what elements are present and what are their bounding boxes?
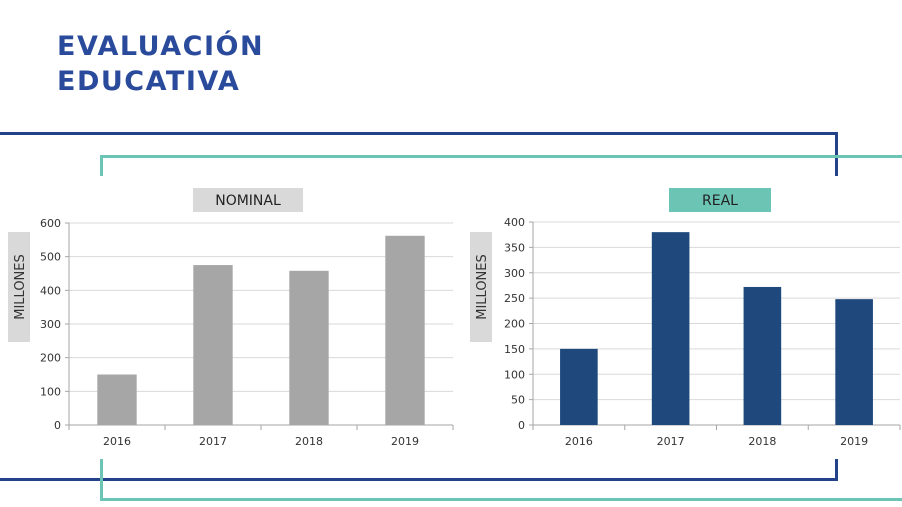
bar-2018 [743, 286, 782, 425]
x-tick-label: 2017 [199, 435, 227, 448]
y-axis-label: MILLONES [475, 254, 490, 320]
frame-teal-top-line [100, 155, 902, 158]
y-tick-label: 400 [40, 284, 61, 297]
y-tick-label: 50 [511, 394, 525, 407]
y-tick-label: 600 [40, 217, 61, 230]
x-tick-label: 2019 [840, 435, 868, 448]
frame-navy-bottom-line [0, 478, 838, 481]
bar-2016 [97, 374, 137, 425]
y-axis-label-box [470, 232, 492, 342]
chart-title: REAL [702, 193, 738, 209]
x-tick-label: 2016 [103, 435, 131, 448]
y-axis-label-box [8, 232, 30, 342]
nominal-title-box [193, 188, 303, 212]
bar-2019 [385, 235, 425, 425]
x-tick-label: 2018 [748, 435, 776, 448]
bar-2018 [289, 270, 329, 425]
y-tick-label: 0 [54, 419, 61, 432]
page-title: EVALUACIÓN EDUCATIVA [57, 31, 265, 97]
frame-navy-top-line [0, 132, 838, 135]
y-tick-label: 100 [504, 368, 525, 381]
y-tick-label: 200 [40, 352, 61, 365]
y-tick-label: 300 [504, 267, 525, 280]
y-tick-label: 200 [504, 318, 525, 331]
y-tick-label: 350 [504, 241, 525, 254]
y-tick-label: 150 [504, 343, 525, 356]
y-tick-label: 400 [504, 216, 525, 229]
frame-navy-right-upper-line [835, 132, 838, 176]
x-tick-label: 2017 [657, 435, 685, 448]
bar-2017 [193, 265, 233, 425]
x-tick-label: 2016 [565, 435, 593, 448]
y-tick-label: 0 [518, 419, 525, 432]
y-tick-label: 250 [504, 292, 525, 305]
x-tick-label: 2019 [391, 435, 419, 448]
y-tick-label: 500 [40, 251, 61, 264]
frame-teal-left-upper-line [100, 155, 103, 176]
bar-2017 [651, 232, 690, 425]
chart-title: NOMINAL [215, 193, 281, 209]
y-axis-label: MILLONES [13, 254, 28, 320]
frame-navy-right-lower-line [835, 459, 838, 481]
bar-2016 [560, 348, 598, 425]
real-title-box [669, 188, 771, 212]
frame-teal-bottom-line [100, 498, 902, 501]
y-tick-label: 100 [40, 385, 61, 398]
frame-teal-left-lower-line [100, 459, 103, 500]
y-tick-label: 300 [40, 318, 61, 331]
bar-2019 [835, 299, 873, 425]
x-tick-label: 2018 [295, 435, 323, 448]
